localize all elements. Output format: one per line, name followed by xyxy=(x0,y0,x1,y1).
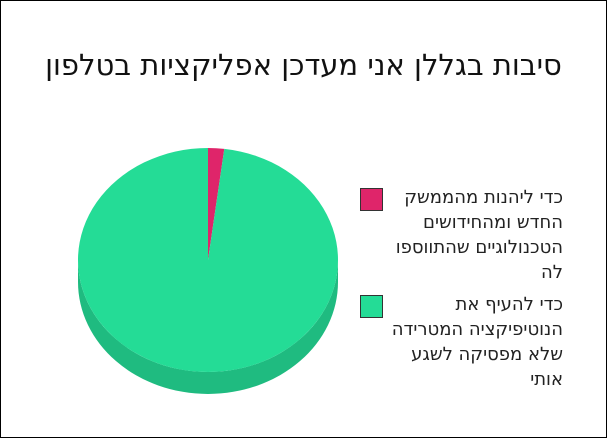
pie-side xyxy=(78,260,338,394)
legend-swatch xyxy=(360,295,383,318)
pie-slice-1 xyxy=(208,148,225,260)
legend-label: כדי ליהנות מהממשק החדש ומהחידושים הטכנול… xyxy=(395,187,563,283)
pie-slice-2 xyxy=(78,148,339,372)
legend-label: כדי להעיף את הנוטיפיקציה המטרידה שלא מפס… xyxy=(391,294,563,390)
legend-swatch xyxy=(360,188,383,211)
legend-item-1: כדי ליהנות מהממשק החדש ומהחידושים הטכנול… xyxy=(349,185,563,285)
chart-title: סיבות בגללן אני מעדכן אפליקציות בטלפון xyxy=(45,48,562,82)
legend-item-2: כדי להעיף את הנוטיפיקציה המטרידה שלא מפס… xyxy=(349,292,563,392)
